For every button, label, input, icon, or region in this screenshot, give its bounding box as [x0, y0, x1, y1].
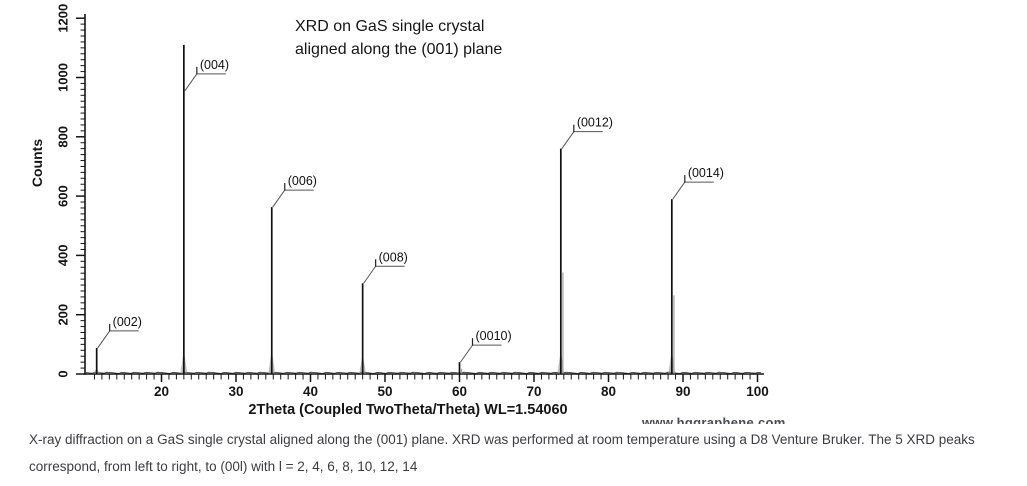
x-tick-label: 30 — [228, 384, 243, 399]
y-tick-label: 1000 — [56, 63, 71, 92]
watermark: www.hqgraphene.com — [642, 414, 812, 424]
peak-leader — [460, 344, 473, 363]
y-axis-title: Counts — [29, 138, 45, 188]
y-tick-label: 1200 — [56, 4, 71, 33]
chart-title-line1: XRD on GaS single crystal — [295, 18, 485, 35]
xrd-plot: 0 200 400 600 800 1000 1200 20 30 40 50 60 70 80 90 100… — [56, 4, 769, 399]
watermark-text: www.hqgraphene.com — [642, 415, 786, 424]
chart-region: 0 200 400 600 800 1000 1200 20 30 40 50 60 70 80 90 100… — [29, 4, 812, 424]
x-tick-label: 60 — [452, 384, 467, 399]
peak-leader — [672, 181, 686, 200]
x-tick-label: 90 — [675, 384, 690, 399]
baseline-trace — [85, 371, 762, 374]
x-axis-title: 2Theta (Coupled TwoTheta/Theta) WL=1.540… — [248, 402, 568, 418]
x-tick-label: 50 — [377, 384, 392, 399]
peak-label: (008) — [379, 250, 408, 264]
peak-leader — [184, 73, 198, 92]
x-tick-label: 70 — [526, 384, 541, 399]
figure-caption: X-ray diffraction on a GaS single crysta… — [29, 432, 975, 474]
chart-title-line2: aligned along the (001) plane — [295, 41, 503, 58]
peak-label: (0012) — [577, 116, 613, 130]
peak-leader — [363, 265, 377, 284]
x-tick-label: 80 — [601, 384, 616, 399]
peak-label: (0014) — [688, 166, 724, 180]
y-tick-label: 0 — [56, 370, 71, 377]
x-tick-label: 100 — [746, 384, 769, 399]
x-tick-label: 40 — [303, 384, 318, 399]
y-tick-label: 600 — [56, 185, 71, 207]
y-tick-label: 800 — [56, 126, 71, 148]
peak-leader — [272, 189, 286, 208]
y-tick-label: 400 — [56, 245, 71, 267]
peak-leader — [561, 131, 575, 149]
x-tick-label: 20 — [154, 384, 169, 399]
peak-label: (002) — [113, 315, 142, 329]
peak-leader — [97, 330, 111, 349]
y-tick-label: 200 — [56, 304, 71, 326]
chart-title: XRD on GaS single crystal aligned along … — [295, 15, 502, 61]
peak-label: (004) — [200, 58, 229, 72]
peak-label: (006) — [288, 174, 317, 188]
peak-label: (0010) — [476, 329, 512, 343]
